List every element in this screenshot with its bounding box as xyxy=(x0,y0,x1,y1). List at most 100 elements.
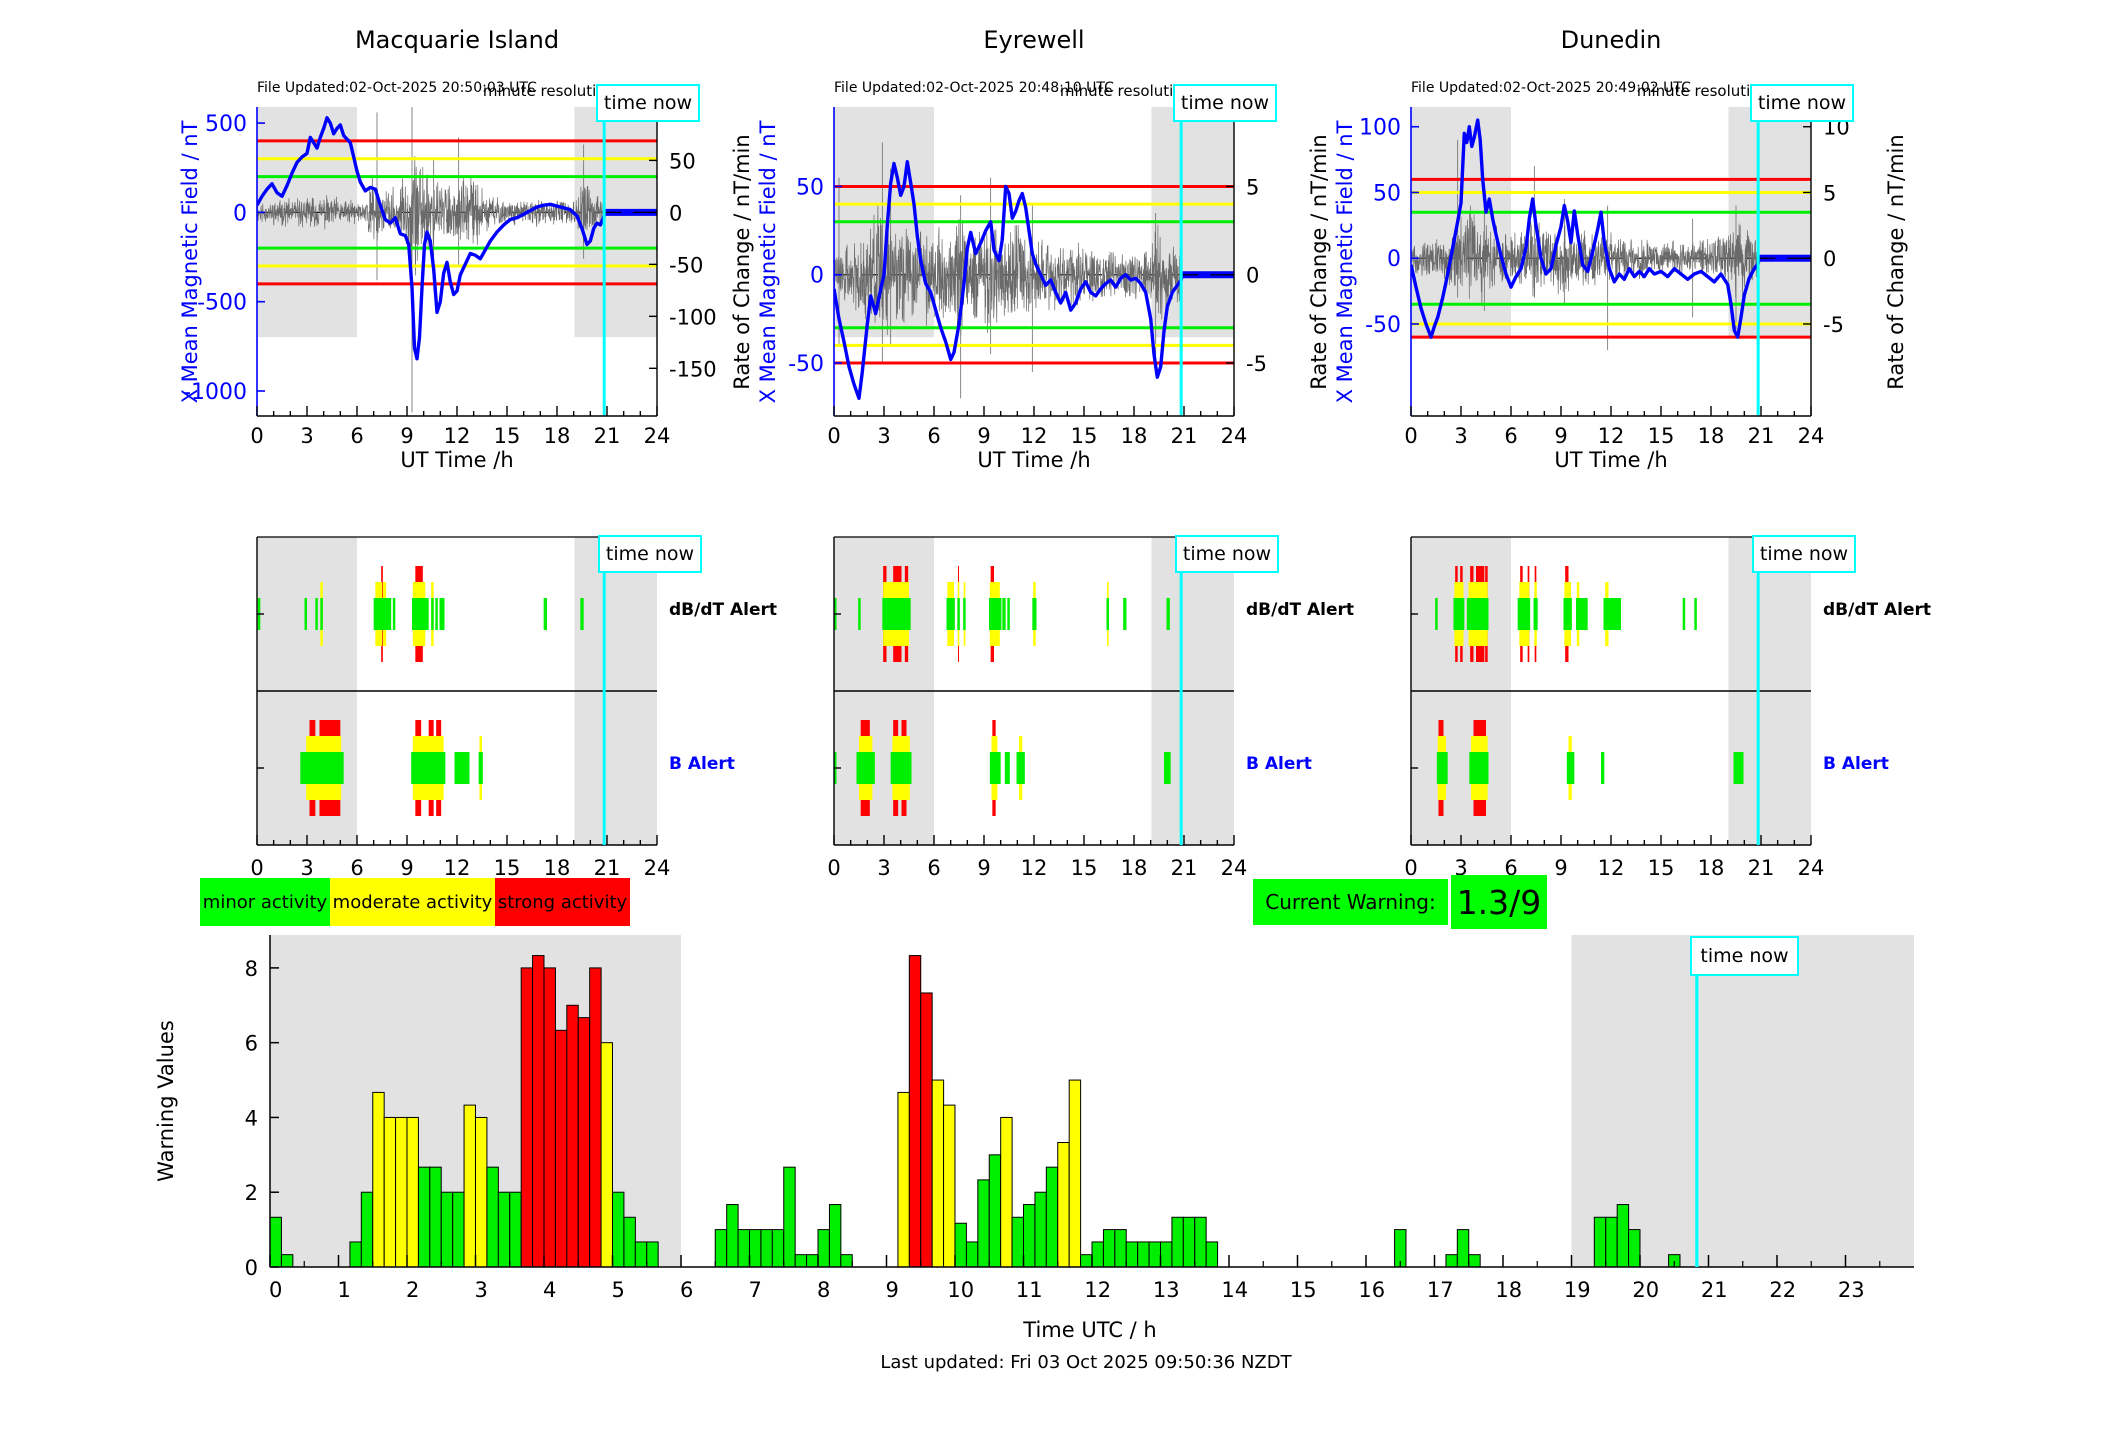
legend-minor-activity: minor activity xyxy=(200,878,330,926)
svg-text:3: 3 xyxy=(1454,856,1467,880)
dbdt-alert-label-1: dB/dT Alert xyxy=(669,600,778,620)
svg-text:21: 21 xyxy=(1748,424,1775,448)
svg-text:20: 20 xyxy=(1632,1278,1659,1302)
svg-text:17: 17 xyxy=(1427,1278,1454,1302)
svg-text:0: 0 xyxy=(1387,247,1401,272)
time-now-box-top-2: time now xyxy=(1173,84,1277,122)
svg-text:11: 11 xyxy=(1016,1278,1043,1302)
svg-text:15: 15 xyxy=(494,856,521,880)
svg-text:18: 18 xyxy=(1698,856,1725,880)
svg-text:24: 24 xyxy=(644,856,671,880)
svg-text:10: 10 xyxy=(947,1278,974,1302)
ut-time-label-2: UT Time /h xyxy=(977,448,1091,472)
svg-text:21: 21 xyxy=(594,856,621,880)
svg-text:8: 8 xyxy=(817,1278,830,1302)
svg-text:21: 21 xyxy=(1171,424,1198,448)
svg-text:12: 12 xyxy=(1021,424,1048,448)
svg-text:9: 9 xyxy=(977,856,990,880)
minute-resolution-label-1: minute resolution xyxy=(482,82,615,100)
svg-text:18: 18 xyxy=(544,856,571,880)
minute-resolution-label-2: minute resolution xyxy=(1059,82,1192,100)
svg-text:0: 0 xyxy=(250,424,263,448)
alert-panel-2: 0 3 6 9 12 15 18 21 24 xyxy=(1404,536,1825,880)
time-now-box-alert-1: time now xyxy=(598,535,702,573)
file-updated-eyrewell: File Updated:02-Oct-2025 20:48:10 UTC xyxy=(834,80,1114,96)
svg-text:500: 500 xyxy=(205,112,247,137)
minute-resolution-label-3: minute resolution xyxy=(1636,82,1769,100)
svg-text:18: 18 xyxy=(1121,424,1148,448)
svg-text:21: 21 xyxy=(594,424,621,448)
svg-text:-5: -5 xyxy=(1823,313,1844,337)
file-updated-dunedin: File Updated:02-Oct-2025 20:49:02 UTC xyxy=(1411,80,1691,96)
svg-text:-100: -100 xyxy=(669,305,717,329)
svg-text:3: 3 xyxy=(300,856,313,880)
svg-text:12: 12 xyxy=(444,856,471,880)
svg-text:24: 24 xyxy=(1798,424,1825,448)
svg-text:21: 21 xyxy=(1748,856,1775,880)
svg-text:15: 15 xyxy=(494,424,521,448)
svg-text:0: 0 xyxy=(827,424,840,448)
svg-text:-150: -150 xyxy=(669,357,717,381)
dbdt-alert-label-3: dB/dT Alert xyxy=(1823,600,1932,620)
svg-text:12: 12 xyxy=(1084,1278,1111,1302)
right-ylabel-2: Rate of Change / nT/min xyxy=(1307,134,1331,390)
svg-text:50: 50 xyxy=(796,175,824,200)
svg-text:9: 9 xyxy=(886,1278,899,1302)
right-ylabel-3: Rate of Change / nT/min xyxy=(1884,134,1908,390)
alert-panel-0: 0 3 6 9 12 15 18 21 24 xyxy=(250,536,671,880)
station-title-dunedin: Dunedin xyxy=(1560,26,1662,54)
svg-text:21: 21 xyxy=(1701,1278,1728,1302)
svg-text:-50: -50 xyxy=(1365,313,1401,338)
left-ylabel-3: X Mean Magnetic Field / nT xyxy=(1333,120,1357,404)
file-updated-macquarie: File Updated:02-Oct-2025 20:50:03 UTC xyxy=(257,80,537,96)
svg-text:12: 12 xyxy=(1598,424,1625,448)
svg-text:24: 24 xyxy=(1221,424,1248,448)
ut-time-label-1: UT Time /h xyxy=(400,448,514,472)
svg-text:3: 3 xyxy=(475,1278,488,1302)
dbdt-alert-label-2: dB/dT Alert xyxy=(1246,600,1355,620)
svg-text:15: 15 xyxy=(1071,424,1098,448)
svg-text:18: 18 xyxy=(1698,424,1725,448)
svg-text:0: 0 xyxy=(1404,424,1417,448)
svg-text:50: 50 xyxy=(669,149,696,173)
svg-text:12: 12 xyxy=(1598,856,1625,880)
svg-text:23: 23 xyxy=(1838,1278,1865,1302)
left-ylabel-1: X Mean Magnetic Field / nT xyxy=(178,120,202,404)
svg-text:6: 6 xyxy=(350,424,363,448)
legend-strong-activity: strong activity xyxy=(495,878,630,926)
alert-panel-1: 0 3 6 9 12 15 18 21 24 xyxy=(827,536,1248,880)
svg-text:-50: -50 xyxy=(669,253,703,277)
current-warning-value-text: 1.3/9 xyxy=(1456,882,1542,922)
svg-text:22: 22 xyxy=(1769,1278,1796,1302)
svg-text:5: 5 xyxy=(1246,175,1259,199)
svg-text:0: 0 xyxy=(1246,264,1259,288)
svg-text:21: 21 xyxy=(1171,856,1198,880)
svg-text:6: 6 xyxy=(927,856,940,880)
svg-text:9: 9 xyxy=(1554,424,1567,448)
svg-text:0: 0 xyxy=(1823,247,1836,271)
svg-text:1: 1 xyxy=(338,1278,351,1302)
svg-text:6: 6 xyxy=(350,856,363,880)
svg-text:6: 6 xyxy=(245,1032,258,1056)
svg-text:24: 24 xyxy=(1221,856,1248,880)
svg-text:15: 15 xyxy=(1648,856,1675,880)
svg-text:18: 18 xyxy=(1121,856,1148,880)
right-ylabel-1: Rate of Change / nT/min xyxy=(730,134,754,390)
svg-text:19: 19 xyxy=(1564,1278,1591,1302)
left-ylabel-2: X Mean Magnetic Field / nT xyxy=(756,120,780,404)
svg-text:15: 15 xyxy=(1648,424,1675,448)
station-title-macquarie: Macquarie Island xyxy=(354,26,560,54)
time-now-box-alert-2: time now xyxy=(1175,535,1279,573)
svg-text:24: 24 xyxy=(1798,856,1825,880)
svg-text:6: 6 xyxy=(1504,424,1517,448)
time-now-box-alert-3: time now xyxy=(1752,535,1856,573)
last-updated-text: Last updated: Fri 03 Oct 2025 09:50:36 N… xyxy=(880,1352,1292,1373)
svg-text:18: 18 xyxy=(544,424,571,448)
svg-text:15: 15 xyxy=(1071,856,1098,880)
current-warning-text: Current Warning: xyxy=(1265,890,1436,914)
